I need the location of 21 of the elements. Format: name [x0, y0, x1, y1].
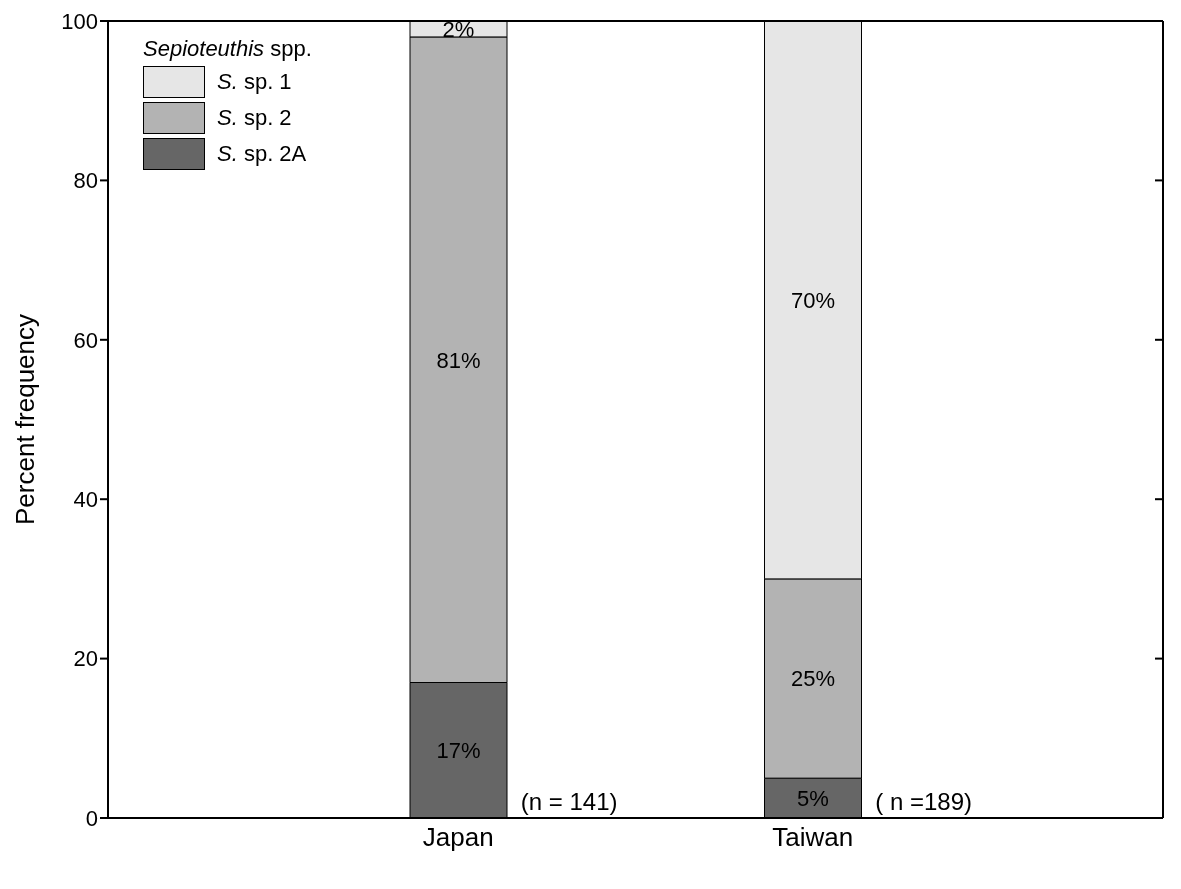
legend-label: S. sp. 2A	[217, 141, 307, 167]
legend-title: Sepioteuthis spp.	[143, 36, 312, 62]
data-label: 81%	[436, 347, 481, 373]
y-tick-label: 0	[85, 805, 98, 831]
y-tick-label: 40	[73, 487, 98, 513]
data-label: 5%	[797, 785, 829, 811]
y-tick-label: 100	[61, 8, 98, 34]
annotation: (n = 141)	[520, 788, 618, 815]
legend-label: S. sp. 1	[217, 69, 292, 95]
legend-label: S. sp. 2	[217, 105, 292, 131]
y-tick-label: 80	[73, 168, 98, 194]
y-tick-label: 60	[73, 327, 98, 353]
y-axis-title: Percent frequency	[10, 313, 41, 526]
data-label: 25%	[790, 666, 836, 692]
data-label: 2%	[442, 16, 475, 42]
x-tick-label: Taiwan	[772, 822, 854, 853]
annotation: ( n =189)	[875, 788, 972, 815]
data-label: 70%	[790, 287, 836, 313]
y-tick-label: 20	[73, 646, 98, 672]
data-label: 17%	[436, 738, 481, 764]
x-tick-label: Japan	[422, 822, 494, 853]
